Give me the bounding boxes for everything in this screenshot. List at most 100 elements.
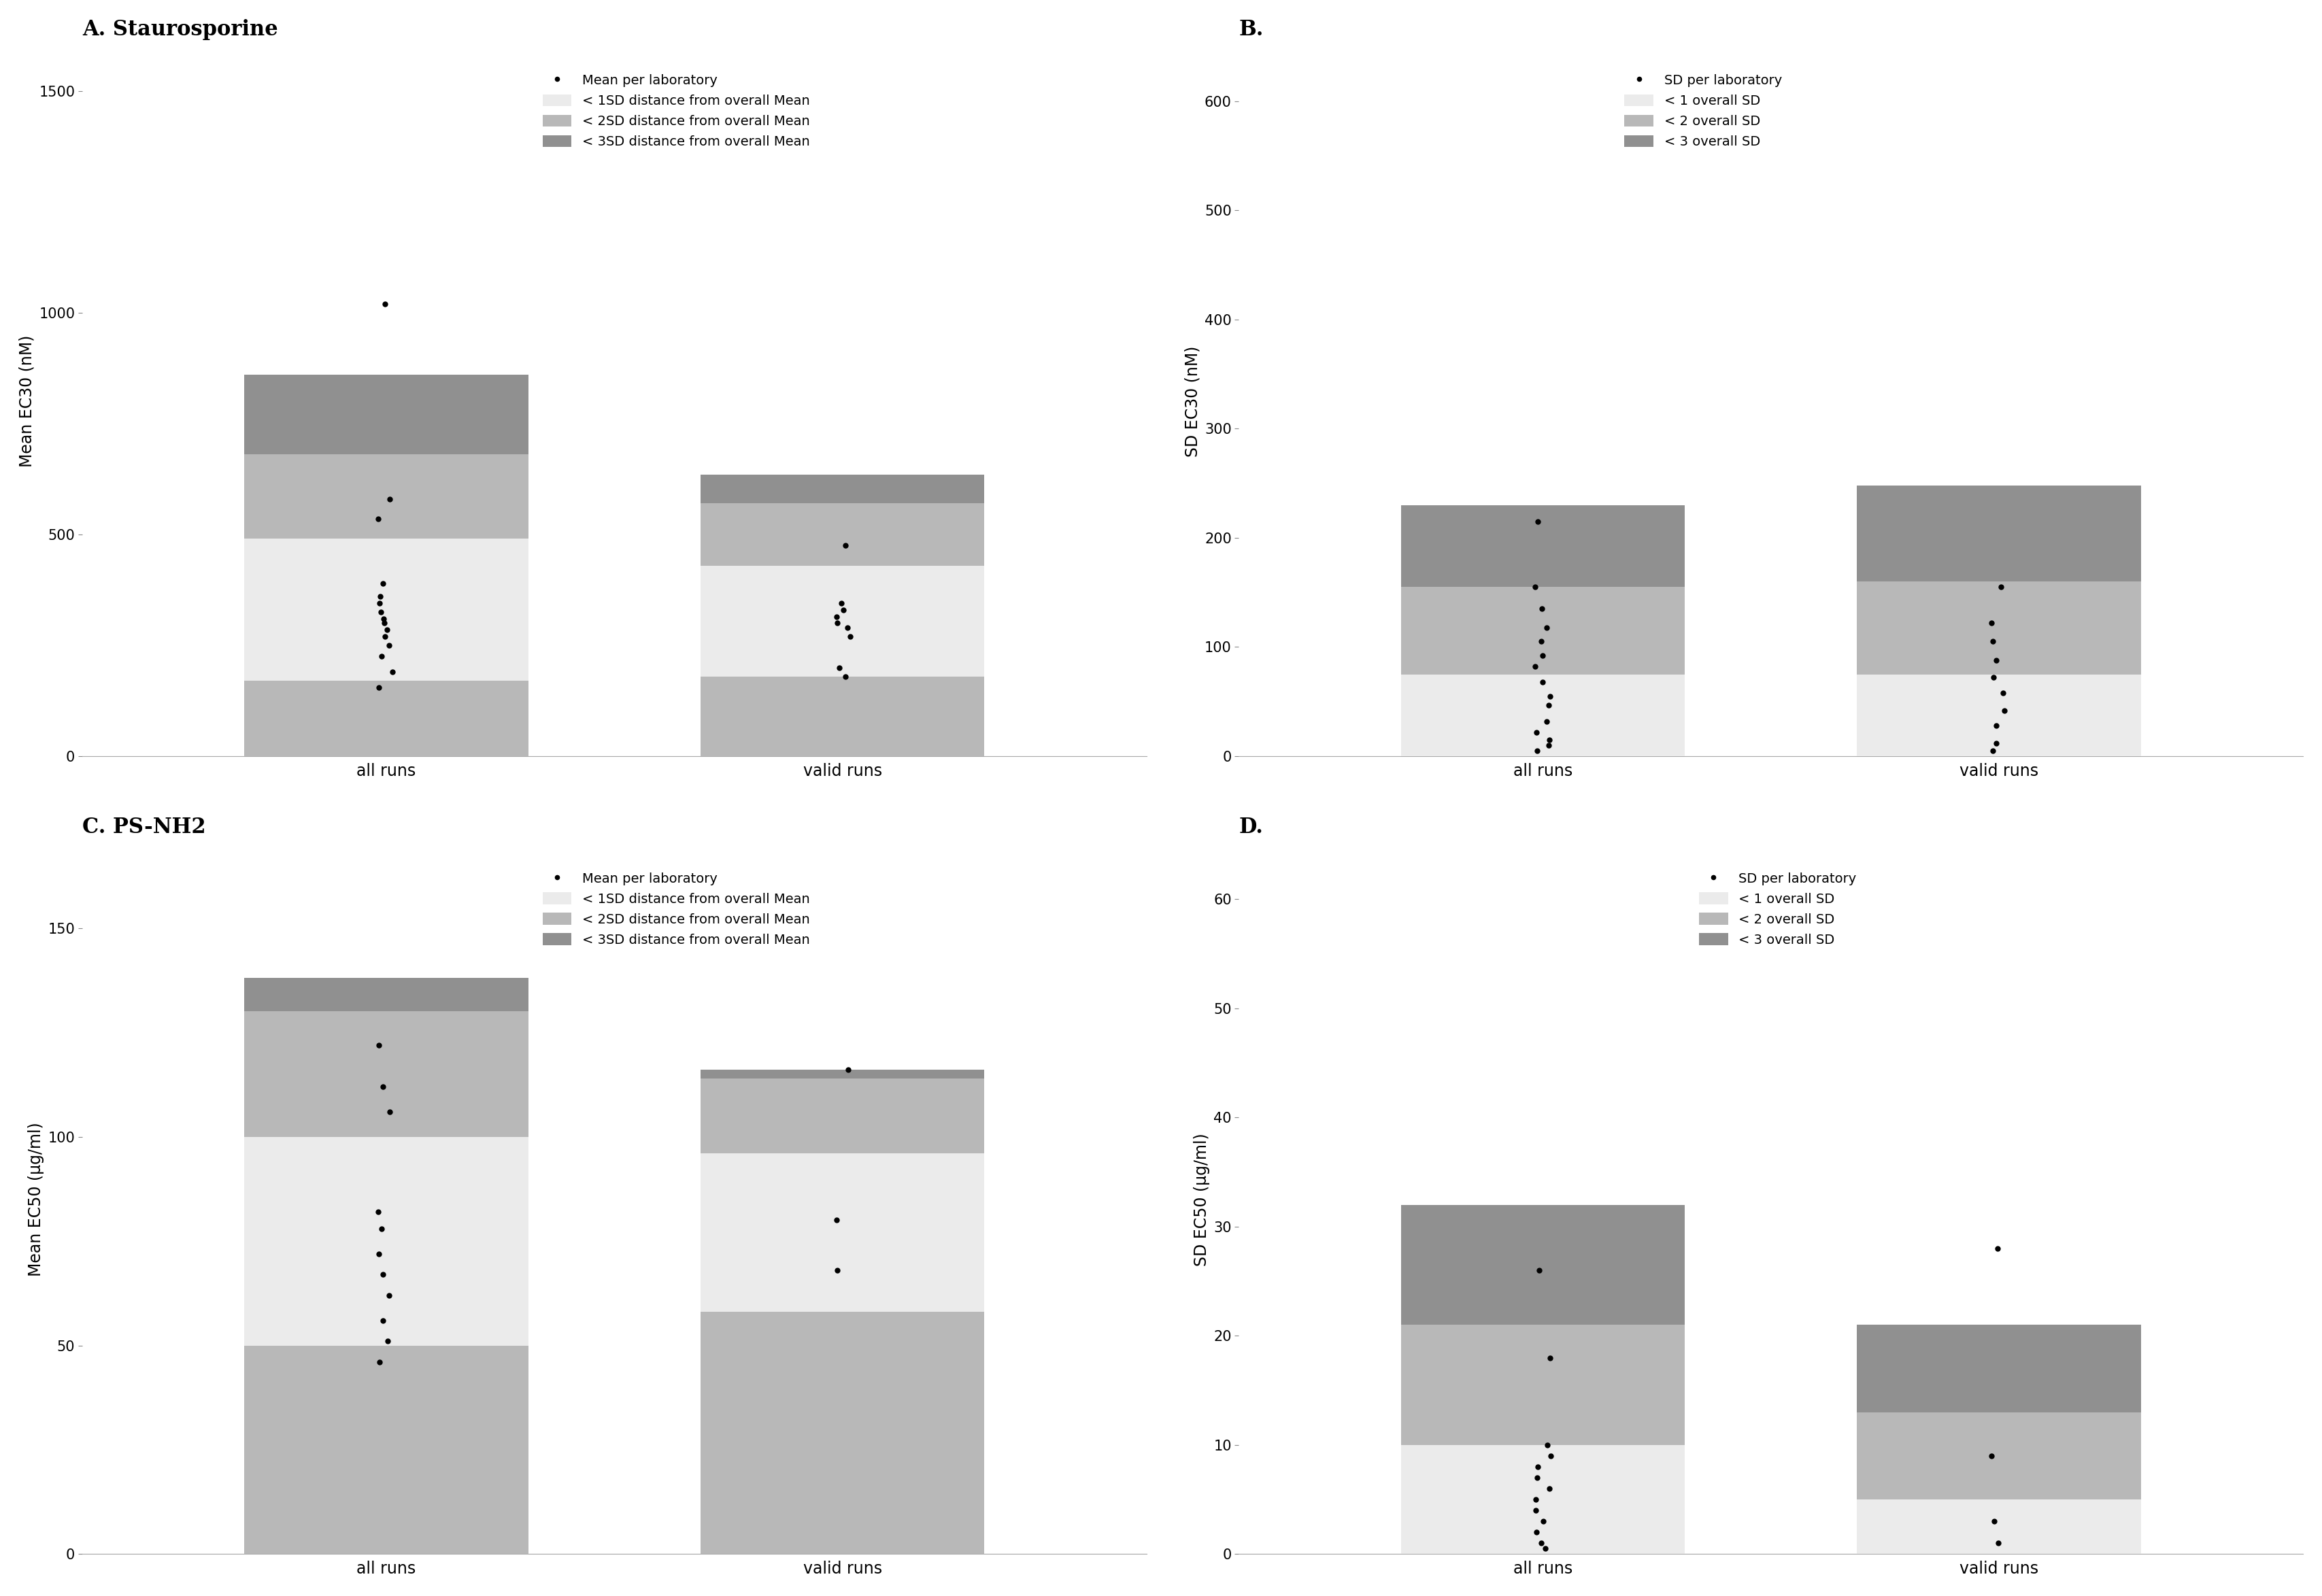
Bar: [1400, 504, 1686, 757]
Bar: [1858, 1325, 2141, 1555]
Bar: [1858, 581, 2141, 757]
Point: [365, 1307, 402, 1333]
Y-axis label: Mean EC50 (μg/ml): Mean EC50 (μg/ml): [28, 1122, 44, 1277]
Point: [1528, 1535, 1565, 1561]
Point: [362, 643, 399, 669]
Point: [817, 1208, 854, 1234]
Point: [1978, 648, 2015, 674]
Point: [1526, 1508, 1563, 1534]
Point: [822, 654, 859, 680]
Point: [1981, 1531, 2018, 1556]
Point: [1974, 666, 2011, 691]
Bar: [244, 1136, 527, 1345]
Point: [367, 290, 404, 316]
Text: B.: B.: [1238, 19, 1263, 40]
Point: [360, 591, 397, 616]
Bar: [1400, 674, 1686, 757]
Point: [824, 597, 861, 622]
Point: [1533, 1443, 1570, 1468]
Point: [1530, 1476, 1567, 1502]
Point: [369, 1328, 406, 1353]
Point: [374, 659, 411, 685]
Bar: [1400, 1205, 1686, 1555]
Point: [1521, 1258, 1558, 1283]
Point: [1519, 1519, 1556, 1545]
Point: [827, 664, 864, 689]
Bar: [1858, 674, 2141, 757]
Bar: [244, 375, 527, 757]
Point: [1985, 697, 2022, 723]
Bar: [244, 455, 527, 757]
Bar: [1858, 1500, 2141, 1555]
Point: [831, 624, 868, 650]
Bar: [1400, 587, 1686, 757]
Point: [1533, 683, 1570, 709]
Point: [372, 1100, 409, 1125]
Bar: [701, 565, 985, 677]
Point: [1528, 1432, 1565, 1457]
Point: [827, 533, 864, 559]
Point: [1974, 1443, 2011, 1468]
Point: [360, 675, 397, 701]
Point: [1519, 720, 1556, 745]
Bar: [1400, 1325, 1686, 1555]
Text: A. Staurosporine: A. Staurosporine: [81, 19, 279, 40]
Bar: [1400, 1444, 1686, 1555]
Point: [1976, 1508, 2013, 1534]
Point: [365, 606, 402, 632]
Y-axis label: SD EC50 (μg/ml): SD EC50 (μg/ml): [1194, 1133, 1210, 1266]
Point: [817, 603, 854, 629]
Point: [1523, 595, 1560, 621]
Point: [1519, 737, 1556, 763]
Point: [367, 624, 404, 650]
Point: [1983, 575, 2020, 600]
Bar: [244, 539, 527, 681]
Legend: SD per laboratory, < 1 overall SD, < 2 overall SD, < 3 overall SD: SD per laboratory, < 1 overall SD, < 2 o…: [1693, 865, 1862, 953]
Bar: [701, 503, 985, 757]
Point: [372, 487, 409, 512]
Point: [1985, 680, 2022, 705]
Point: [365, 1074, 402, 1100]
Point: [1516, 1497, 1553, 1523]
Point: [820, 1258, 857, 1283]
Point: [1519, 1454, 1556, 1479]
Point: [1516, 1487, 1553, 1513]
Point: [1978, 731, 2015, 757]
Point: [820, 610, 857, 635]
Point: [1519, 509, 1556, 535]
Point: [367, 610, 404, 635]
Point: [369, 618, 406, 643]
Y-axis label: Mean EC30 (nM): Mean EC30 (nM): [19, 335, 35, 468]
Bar: [701, 474, 985, 757]
Point: [1528, 614, 1565, 640]
Legend: Mean per laboratory, < 1SD distance from overall Mean, < 2SD distance from overa: Mean per laboratory, < 1SD distance from…: [536, 865, 817, 953]
Point: [372, 632, 409, 658]
Point: [362, 1216, 399, 1242]
Point: [360, 506, 397, 531]
Y-axis label: SD EC30 (nM): SD EC30 (nM): [1184, 346, 1200, 456]
Point: [369, 1283, 406, 1309]
Point: [829, 614, 866, 640]
Text: D.: D.: [1238, 817, 1263, 838]
Point: [1530, 693, 1567, 718]
Bar: [244, 1012, 527, 1555]
Point: [360, 1240, 397, 1266]
Point: [1978, 1235, 2015, 1261]
Point: [829, 1057, 866, 1082]
Point: [1519, 1465, 1556, 1491]
Point: [1974, 629, 2011, 654]
Point: [1523, 643, 1560, 669]
Bar: [1858, 485, 2141, 757]
Point: [1516, 654, 1553, 680]
Point: [1530, 733, 1567, 758]
Bar: [701, 1154, 985, 1312]
Point: [362, 598, 399, 624]
Point: [360, 1199, 397, 1224]
Point: [362, 584, 399, 610]
Legend: SD per laboratory, < 1 overall SD, < 2 overall SD, < 3 overall SD: SD per laboratory, < 1 overall SD, < 2 o…: [1618, 67, 1788, 155]
Point: [1523, 1531, 1560, 1556]
Bar: [244, 978, 527, 1555]
Bar: [1858, 1412, 2141, 1555]
Point: [1530, 728, 1567, 753]
Point: [365, 570, 402, 595]
